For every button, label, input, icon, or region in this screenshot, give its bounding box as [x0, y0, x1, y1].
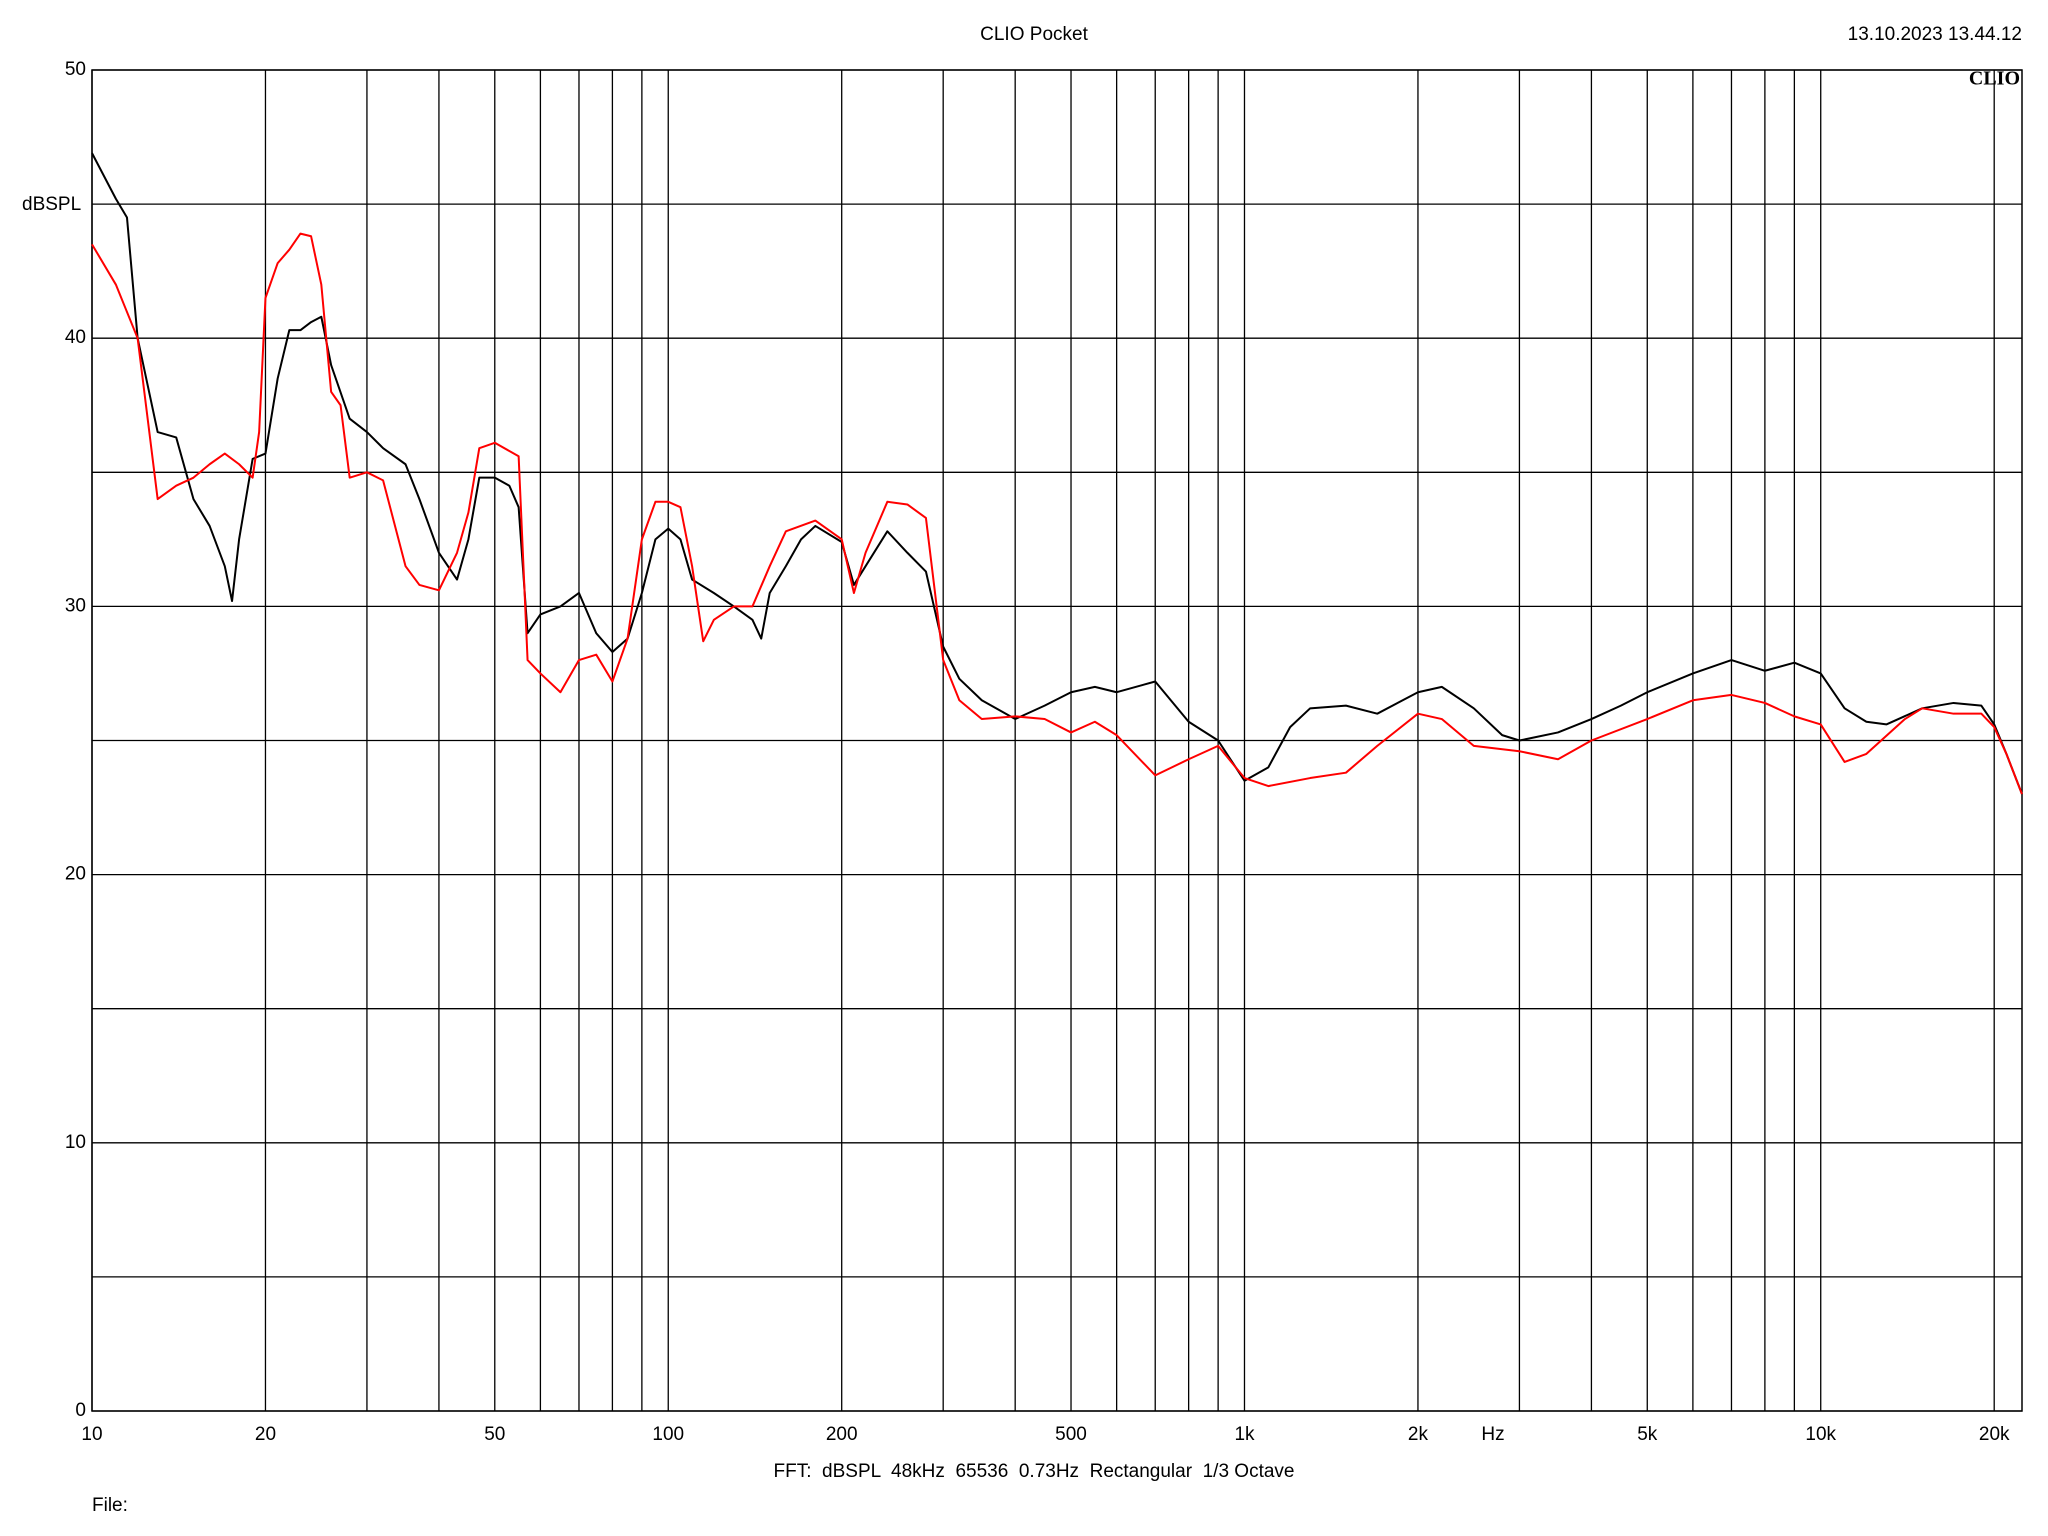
x-tick-label: 20	[255, 1424, 276, 1445]
x-axis-label: Hz	[1481, 1424, 1504, 1445]
y-tick-label: 10	[65, 1132, 86, 1153]
x-tick-label: 1k	[1234, 1424, 1255, 1445]
y-tick-label: 0	[75, 1400, 86, 1421]
x-tick-label: 500	[1055, 1424, 1087, 1445]
file-label: File:	[92, 1495, 128, 1516]
series-line	[91, 152, 2023, 795]
x-tick-label: 100	[652, 1424, 684, 1445]
chart-title: CLIO Pocket	[980, 24, 1088, 45]
y-tick-label: 30	[65, 595, 86, 616]
x-tick-label: 10	[81, 1424, 102, 1445]
x-tick-label: 20k	[1979, 1424, 2010, 1445]
y-tick-label: 50	[65, 59, 86, 80]
series-line	[91, 232, 2023, 795]
x-tick-label: 5k	[1637, 1424, 1658, 1445]
x-tick-label: 50	[484, 1424, 505, 1445]
timestamp: 13.10.2023 13.44.12	[1848, 24, 2022, 45]
x-tick-label: 10k	[1805, 1424, 1836, 1445]
y-axis-label: dBSPL	[22, 194, 81, 215]
y-tick-label: 20	[65, 864, 86, 885]
y-tick-label: 40	[65, 327, 86, 348]
x-tick-label: 2k	[1408, 1424, 1429, 1445]
x-tick-label: 200	[826, 1424, 858, 1445]
footer: FFT: dBSPL 48kHz 65536 0.73Hz Rectangula…	[773, 1461, 1294, 1482]
